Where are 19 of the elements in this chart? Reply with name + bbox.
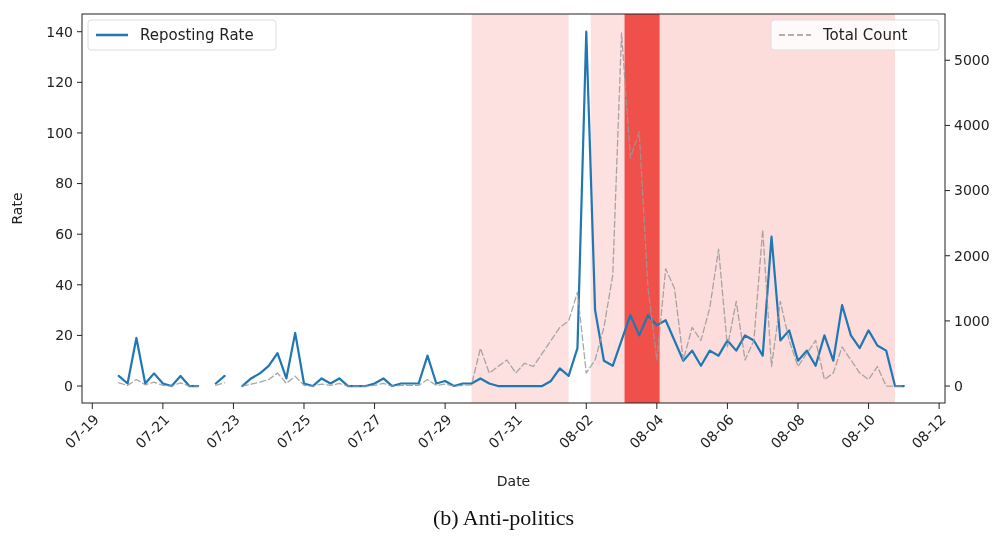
y-axis-title: Rate (9, 192, 25, 225)
y-tick-label: 100 (46, 124, 73, 141)
y2-tick-label: 2000 (954, 247, 990, 264)
y-tick-label: 0 (64, 377, 73, 394)
y-tick-label: 20 (55, 327, 73, 344)
text: (b) Anti-politics (432, 505, 575, 530)
y2-tick-label: 1000 (954, 312, 990, 329)
y2-tick-label: 5000 (954, 52, 990, 69)
y-tick-label: 60 (55, 226, 73, 243)
y2-tick-label: 0 (954, 377, 963, 394)
y-tick-label: 140 (46, 23, 73, 40)
x-axis-title: Date (496, 473, 531, 489)
y2-tick-label: 3000 (954, 182, 990, 199)
legend-label: Total Count (822, 26, 908, 45)
y-tick-label: 40 (55, 276, 73, 293)
y-tick-label: 80 (55, 175, 73, 192)
y2-tick-label: 4000 (954, 117, 990, 134)
y-tick-label: 120 (46, 74, 73, 91)
legend-label: Reposting Rate (140, 26, 254, 45)
